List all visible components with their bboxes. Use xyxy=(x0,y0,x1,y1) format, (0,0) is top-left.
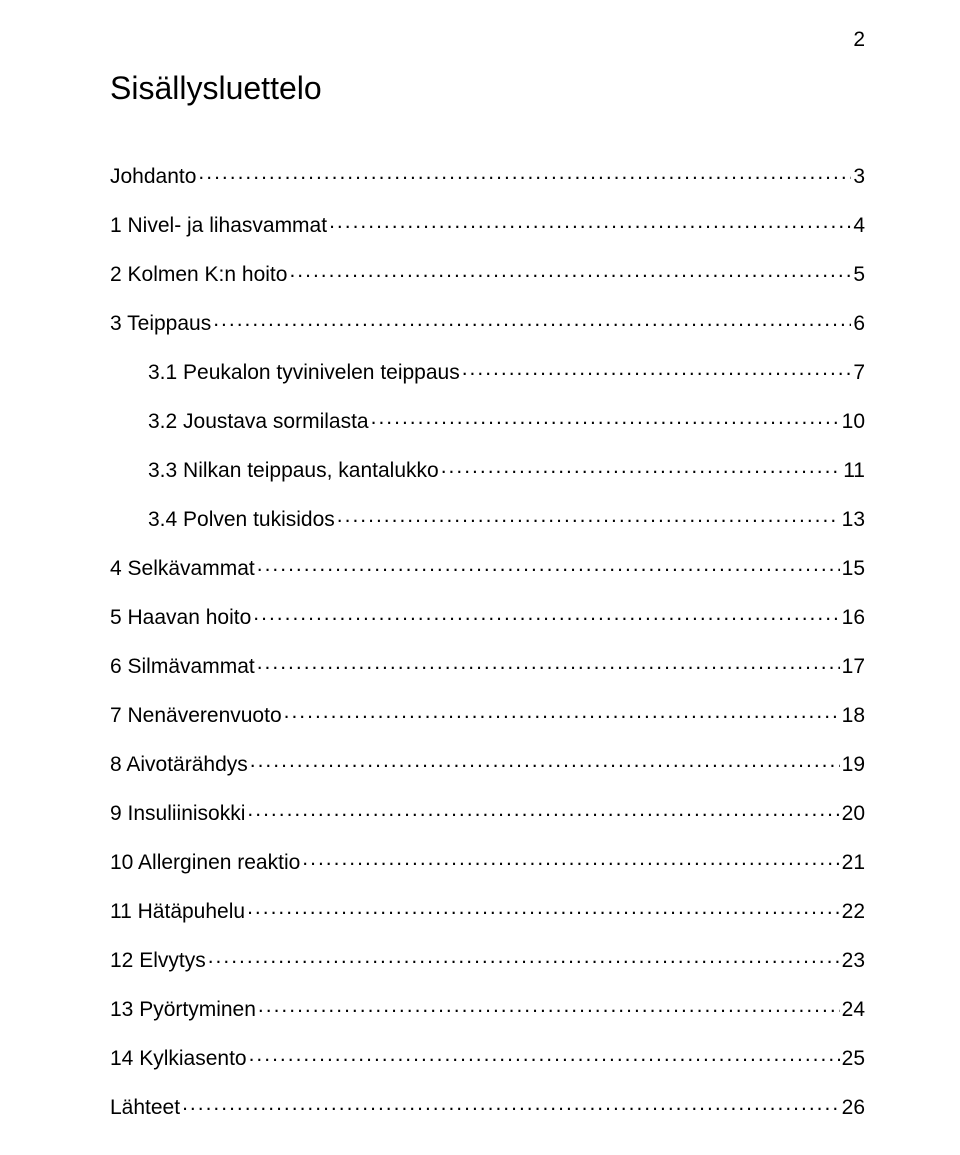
toc-leader-dots xyxy=(249,1044,840,1065)
toc-row: 6 Silmävammat 17 xyxy=(110,652,865,677)
toc-row: 14 Kylkiasento 25 xyxy=(110,1044,865,1069)
toc-row: 11 Hätäpuhelu 22 xyxy=(110,897,865,922)
toc-leader-dots xyxy=(329,211,851,232)
toc-entry-page: 7 xyxy=(853,362,865,383)
toc-row: 10 Allerginen reaktio 21 xyxy=(110,848,865,873)
toc-entry-label: 1 Nivel- ja lihasvammat xyxy=(110,215,327,236)
toc-entry-page: 24 xyxy=(842,999,865,1020)
toc-entry-label: 12 Elvytys xyxy=(110,950,206,971)
toc-entry-page: 20 xyxy=(842,803,865,824)
toc-leader-dots xyxy=(250,750,840,771)
toc-entry-page: 6 xyxy=(853,313,865,334)
toc-entry-page: 23 xyxy=(842,950,865,971)
toc-entry-label: 3.1 Peukalon tyvinivelen teippaus xyxy=(148,362,460,383)
toc-row: 4 Selkävammat 15 xyxy=(110,554,865,579)
toc-entry-label: 3.2 Joustava sormilasta xyxy=(148,411,369,432)
toc-row: 3.3 Nilkan teippaus, kantalukko 11 xyxy=(110,456,865,481)
toc-row: 7 Nenäverenvuoto 18 xyxy=(110,701,865,726)
toc-entry-page: 10 xyxy=(842,411,865,432)
toc-entry-label: 7 Nenäverenvuoto xyxy=(110,705,282,726)
toc-leader-dots xyxy=(253,603,839,624)
toc-entry-label: Lähteet xyxy=(110,1097,180,1118)
toc-entry-label: 3.3 Nilkan teippaus, kantalukko xyxy=(148,460,439,481)
toc-row: Johdanto 3 xyxy=(110,162,865,187)
toc-row: 9 Insuliinisokki 20 xyxy=(110,799,865,824)
toc-row: 8 Aivotärähdys 19 xyxy=(110,750,865,775)
toc-entry-label: 13 Pyörtyminen xyxy=(110,999,256,1020)
toc-row: Lähteet 26 xyxy=(110,1093,865,1118)
toc-leader-dots xyxy=(284,701,840,722)
toc-entry-label: 3.4 Polven tukisidos xyxy=(148,509,335,530)
toc-entry-label: 4 Selkävammat xyxy=(110,558,255,579)
toc-entry-page: 19 xyxy=(842,754,865,775)
toc-row: 1 Nivel- ja lihasvammat 4 xyxy=(110,211,865,236)
toc-leader-dots xyxy=(462,358,852,379)
toc-leader-dots xyxy=(258,995,840,1016)
toc-entry-label: Johdanto xyxy=(110,166,196,187)
toc-entry-page: 3 xyxy=(853,166,865,187)
toc-entry-label: 11 Hätäpuhelu xyxy=(110,901,245,922)
toc-row: 5 Haavan hoito 16 xyxy=(110,603,865,628)
toc-entry-label: 3 Teippaus xyxy=(110,313,211,334)
toc-entry-page: 18 xyxy=(842,705,865,726)
toc-leader-dots xyxy=(208,946,840,967)
toc-leader-dots xyxy=(198,162,851,183)
toc-row: 3.2 Joustava sormilasta 10 xyxy=(110,407,865,432)
toc-row: 12 Elvytys 23 xyxy=(110,946,865,971)
table-of-contents: Johdanto 3 1 Nivel- ja lihasvammat 4 2 Kolme… xyxy=(110,162,865,1118)
toc-row: 3.1 Peukalon tyvinivelen teippaus 7 xyxy=(110,358,865,383)
toc-row: 3.4 Polven tukisidos 13 xyxy=(110,505,865,530)
toc-entry-label: 9 Insuliinisokki xyxy=(110,803,245,824)
toc-leader-dots xyxy=(257,652,840,673)
toc-leader-dots xyxy=(371,407,840,428)
toc-entry-label: 8 Aivotärähdys xyxy=(110,754,248,775)
toc-leader-dots xyxy=(257,554,840,575)
toc-leader-dots xyxy=(247,897,840,918)
page-title: Sisällysluettelo xyxy=(110,70,865,107)
toc-entry-page: 21 xyxy=(842,852,865,873)
toc-entry-label: 10 Allerginen reaktio xyxy=(110,852,300,873)
toc-entry-page: 17 xyxy=(842,656,865,677)
toc-entry-page: 26 xyxy=(842,1097,865,1118)
toc-row: 2 Kolmen K:n hoito 5 xyxy=(110,260,865,285)
toc-entry-page: 4 xyxy=(853,215,865,236)
page-number: 2 xyxy=(853,28,865,52)
toc-leader-dots xyxy=(247,799,839,820)
toc-row: 13 Pyörtyminen 24 xyxy=(110,995,865,1020)
toc-entry-page: 15 xyxy=(842,558,865,579)
toc-leader-dots xyxy=(302,848,839,869)
toc-entry-page: 13 xyxy=(842,509,865,530)
toc-entry-label: 14 Kylkiasento xyxy=(110,1048,247,1069)
toc-entry-page: 25 xyxy=(842,1048,865,1069)
toc-leader-dots xyxy=(289,260,851,281)
toc-row: 3 Teippaus 6 xyxy=(110,309,865,334)
toc-leader-dots xyxy=(213,309,851,330)
toc-entry-label: 6 Silmävammat xyxy=(110,656,255,677)
toc-entry-page: 16 xyxy=(842,607,865,628)
toc-entry-page: 11 xyxy=(843,460,865,481)
toc-entry-page: 5 xyxy=(853,264,865,285)
toc-entry-label: 5 Haavan hoito xyxy=(110,607,251,628)
toc-leader-dots xyxy=(441,456,842,477)
toc-entry-page: 22 xyxy=(842,901,865,922)
toc-leader-dots xyxy=(182,1093,840,1114)
toc-entry-label: 2 Kolmen K:n hoito xyxy=(110,264,287,285)
toc-leader-dots xyxy=(337,505,840,526)
